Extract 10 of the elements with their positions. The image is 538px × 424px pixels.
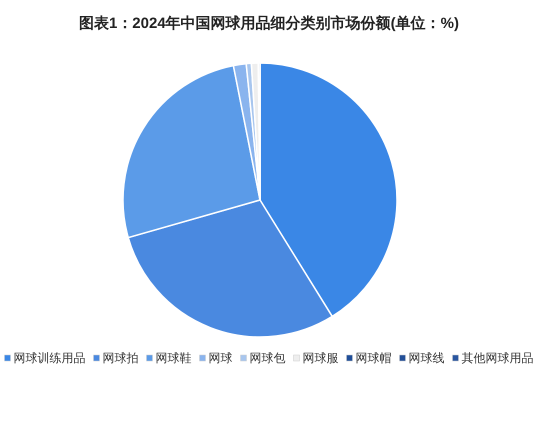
legend-label: 网球鞋 <box>156 351 192 365</box>
legend-label: 网球服 <box>302 351 338 365</box>
legend-label: 网球训练用品 <box>14 351 86 365</box>
legend-label: 网球线 <box>408 351 444 365</box>
legend-label: 网球包 <box>250 351 286 365</box>
legend-label: 其他网球用品 <box>462 351 534 365</box>
legend-label: 网球拍 <box>102 351 138 365</box>
legend-label: 网球 <box>208 351 232 365</box>
chart-title: 图表1：2024年中国网球用品细分类别市场份额(单位：%) <box>78 14 460 32</box>
legend-label: 网球帽 <box>356 351 392 365</box>
